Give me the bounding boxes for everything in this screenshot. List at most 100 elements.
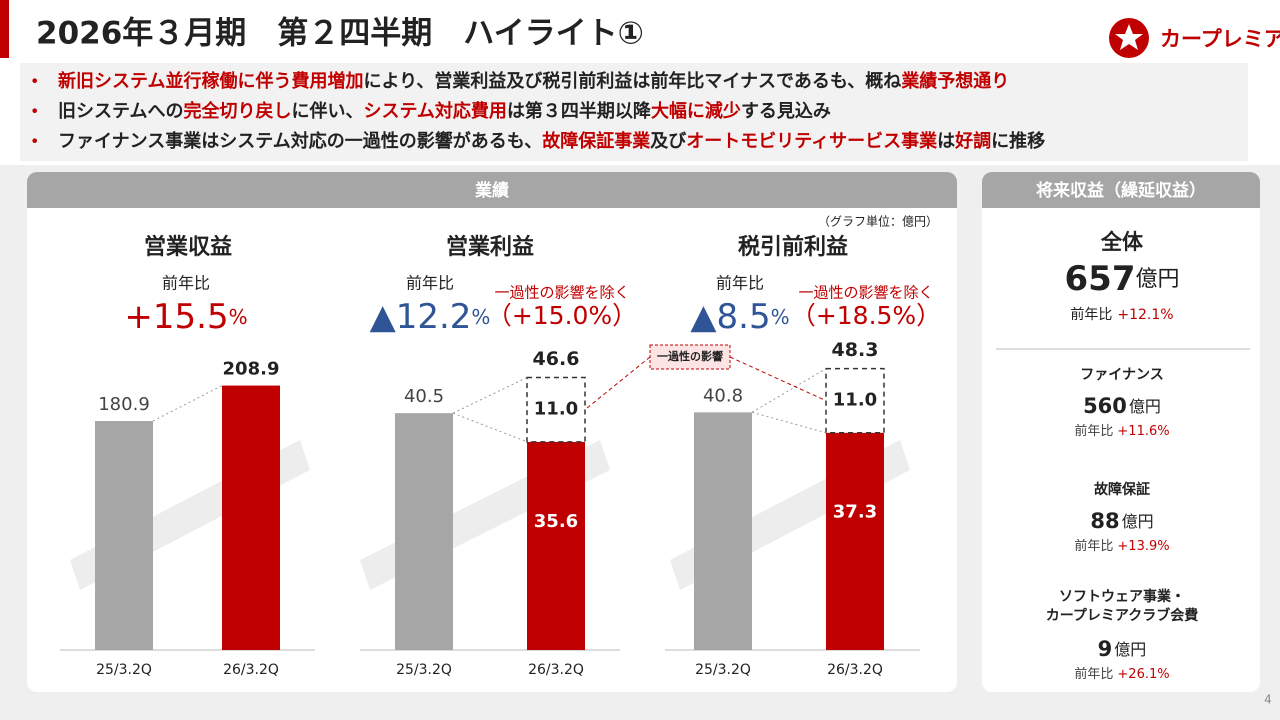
callout-line <box>729 356 827 402</box>
connector <box>452 377 528 414</box>
bullet-dot: • <box>30 102 39 121</box>
x-tick-label: 26/3.2Q <box>223 662 279 678</box>
logo-text: カープレミア <box>1160 27 1280 51</box>
value-label: 208.9 <box>223 359 280 380</box>
chart-title: 営業収益 <box>144 234 232 260</box>
yoy-label: 前年比 <box>1074 538 1113 554</box>
yoy-label: 前年比 <box>716 274 764 293</box>
unit-note: （グラフ単位：億円） <box>818 214 938 229</box>
bar <box>826 432 884 650</box>
bullet-segment: に推移 <box>991 130 1045 152</box>
bullet-dot: • <box>30 72 39 91</box>
total-label: 全体 <box>1100 230 1144 254</box>
yoy-unit: % <box>771 305 790 329</box>
yoy: +13.9% <box>1117 539 1169 554</box>
bar <box>694 412 752 650</box>
callout-box <box>649 344 731 370</box>
value-label: 37.3 <box>833 502 877 523</box>
bullet-segment: 故障保証事業 <box>542 130 651 152</box>
item-value: 88 億円 <box>1090 509 1153 533</box>
legend-label: 一過性の影響 <box>657 349 723 363</box>
bullet-segment: 及び <box>650 131 687 152</box>
x-tick-label: 25/3.2Q <box>96 662 152 678</box>
bullet-segment: は第３四半期以降 <box>507 100 652 122</box>
value: 560 <box>1083 394 1127 418</box>
adjusted-yoy: （+15.0%） <box>487 301 637 330</box>
one-time-bar <box>526 376 586 443</box>
adjusted-label: 一過性の影響を除く <box>494 284 629 302</box>
bar <box>395 413 453 650</box>
yoy-unit: % <box>471 305 490 329</box>
yoy-label: 前年比 <box>1074 666 1113 682</box>
results-title: 業績 <box>475 180 509 201</box>
yoy: +26.1% <box>1117 667 1169 682</box>
bullet-segment: オートモビリティサービス事業 <box>686 130 938 152</box>
connector <box>452 412 528 443</box>
bullet-segment: 業績予想通り <box>900 70 1009 92</box>
bullet-dot: • <box>30 132 39 151</box>
bullet-segment: 完全切り戻し <box>183 100 291 122</box>
value-label: 40.5 <box>404 386 444 407</box>
bullet-segment: する見込み <box>741 101 831 122</box>
item-label: 故障保証 <box>1094 481 1150 498</box>
bullet-box <box>20 63 1248 161</box>
bullet-segment: システム対応費用 <box>363 100 506 122</box>
yoy: ▲12.2% <box>370 297 491 337</box>
bullet-text: ファイナンス事業はシステム対応の一過性の影響があるも、故障保証事業及びオートモビ… <box>58 130 1045 152</box>
yoy-value: ▲8.5 <box>690 297 770 337</box>
bullet-segment: 大幅に減少 <box>651 100 741 122</box>
x-tick-label: 26/3.2Q <box>827 662 883 678</box>
yoy-value: +15.5 <box>124 297 228 337</box>
bar <box>95 421 153 650</box>
yoy: +12.1% <box>1117 307 1173 323</box>
yoy: +15.5% <box>124 297 247 337</box>
adjusted-label: 一過性の影響を除く <box>798 284 933 302</box>
total-label: 46.6 <box>533 348 580 370</box>
bullet-segment: 新旧システム並行稼働に伴う費用増加 <box>58 70 363 92</box>
yoy-value: ▲12.2 <box>370 297 472 337</box>
chart-title: 営業利益 <box>446 234 534 260</box>
bullet-text: 新旧システム並行稼働に伴う費用増加により、営業利益及び税引前利益は前年比マイナス… <box>58 70 1009 92</box>
item-label: カープレミアクラブ会費 <box>1046 607 1198 624</box>
x-tick-label: 25/3.2Q <box>396 662 452 678</box>
value-label: 11.0 <box>534 399 578 420</box>
unit: 億円 <box>1114 640 1146 659</box>
adjusted-yoy: （+18.5%） <box>791 301 941 330</box>
chart-title: 税引前利益 <box>738 234 848 260</box>
slide-title: 2026年３月期 第２四半期 ハイライト① <box>36 16 644 52</box>
bullet-segment: 好調 <box>954 130 991 152</box>
results-header <box>27 172 957 208</box>
item-yoy: 前年比 +11.6% <box>1074 423 1169 439</box>
value: 88 <box>1090 509 1119 533</box>
unit: 億円 <box>1129 397 1161 416</box>
item-label: ソフトウェア事業・ <box>1059 588 1185 605</box>
accent-bar <box>0 0 9 58</box>
x-tick-label: 25/3.2Q <box>695 662 751 678</box>
bar <box>527 441 585 650</box>
value-label: 40.8 <box>703 385 743 406</box>
total-label: 48.3 <box>832 339 879 361</box>
yoy-label: 前年比 <box>1074 423 1113 439</box>
bullet-segment: は <box>937 131 955 152</box>
yoy-label: 前年比 <box>406 274 454 293</box>
item-label: ファイナンス <box>1080 367 1163 383</box>
x-tick-label: 26/3.2Q <box>528 662 584 678</box>
total-value: 657億円 <box>1065 259 1180 299</box>
bullet-text: 旧システムへの完全切り戻しに伴い、システム対応費用は第３四半期以降大幅に減少する… <box>58 100 831 122</box>
logo-star <box>1115 24 1143 50</box>
yoy-label: 前年比 <box>162 274 210 293</box>
item-yoy: 前年比 +26.1% <box>1074 666 1169 682</box>
connector <box>751 368 827 413</box>
value-label: 11.0 <box>833 390 877 411</box>
unit: 億円 <box>1135 267 1179 292</box>
value-label: 35.6 <box>534 511 578 532</box>
value-label: 180.9 <box>98 394 150 415</box>
yoy-label: 前年比 <box>1070 306 1112 323</box>
one-time-bar <box>825 367 885 434</box>
item-yoy: 前年比 +13.9% <box>1074 538 1169 554</box>
bullet-segment: に伴い、 <box>291 100 363 122</box>
page-number: 4 <box>1264 693 1272 707</box>
item-value: 560 億円 <box>1083 394 1161 418</box>
bullet-segment: 旧システムへの <box>58 101 183 122</box>
